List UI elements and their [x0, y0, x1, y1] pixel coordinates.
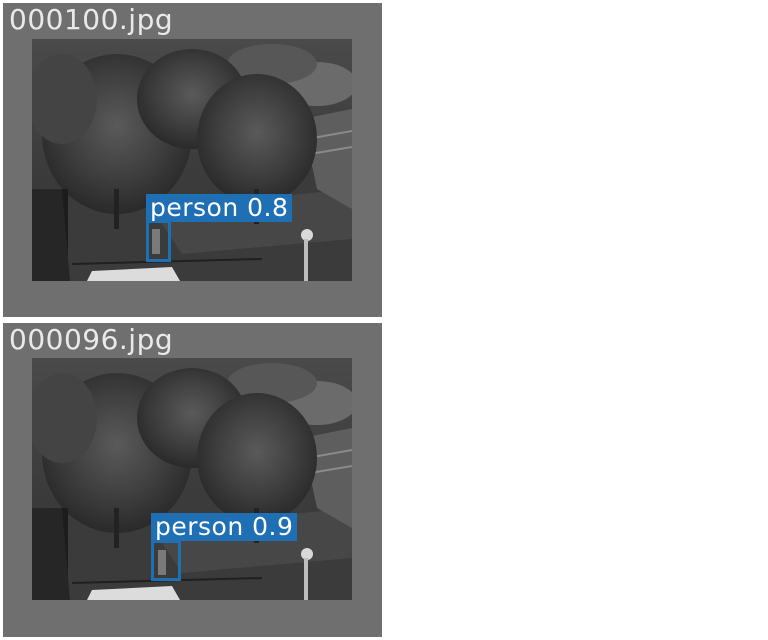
thermal-scene — [32, 39, 352, 281]
thermal-image — [32, 39, 352, 281]
detection-box[interactable] — [146, 220, 171, 262]
detection-box[interactable] — [151, 540, 181, 581]
image-filename: 000096.jpg — [9, 323, 174, 356]
thermal-scene — [32, 358, 352, 600]
image-filename: 000100.jpg — [9, 3, 174, 36]
detection-label: person 0.8 — [146, 194, 293, 222]
image-tile[interactable]: 000096.jpg — [3, 323, 382, 637]
image-tile[interactable]: 000100.jpg — [3, 3, 382, 317]
thermal-image — [32, 358, 352, 600]
detection-label: person 0.9 — [151, 513, 298, 541]
